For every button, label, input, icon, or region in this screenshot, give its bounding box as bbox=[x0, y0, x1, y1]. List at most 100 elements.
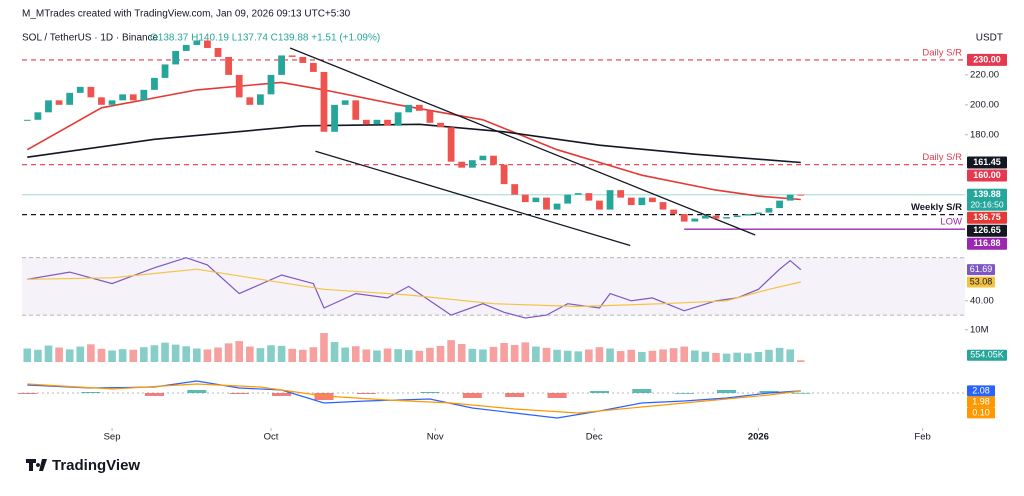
histogram-bar bbox=[632, 389, 652, 393]
volume-bar bbox=[659, 349, 667, 362]
candle bbox=[468, 160, 476, 168]
candle bbox=[34, 112, 42, 120]
candle bbox=[98, 97, 105, 105]
value-tag-label: 53.08 bbox=[970, 276, 993, 286]
histogram-bar bbox=[187, 390, 207, 393]
volume-bar bbox=[775, 347, 784, 362]
candle bbox=[235, 74, 243, 98]
x-tick-label: 2026 bbox=[748, 432, 769, 443]
volume-bar bbox=[309, 347, 318, 362]
candle bbox=[204, 40, 211, 48]
moving-average bbox=[27, 123, 801, 164]
candle bbox=[225, 56, 233, 75]
volume-bar bbox=[733, 352, 742, 362]
volume-bar bbox=[23, 348, 32, 362]
candle bbox=[659, 202, 667, 210]
volume-bar bbox=[277, 345, 286, 362]
candle bbox=[649, 197, 656, 203]
candle bbox=[627, 197, 635, 206]
volume-bar bbox=[161, 342, 169, 362]
candle bbox=[384, 119, 391, 126]
volume-bar bbox=[426, 347, 434, 362]
price-tag-label: 139.88 bbox=[973, 189, 1001, 199]
candle bbox=[437, 122, 444, 128]
volume-bar bbox=[447, 340, 455, 362]
candle bbox=[754, 212, 762, 215]
x-tick-label: Sep bbox=[104, 432, 121, 443]
volume-bar bbox=[118, 349, 127, 362]
histogram-bar bbox=[759, 391, 779, 393]
candle bbox=[596, 200, 603, 210]
candle bbox=[744, 214, 752, 216]
volume-bar bbox=[521, 342, 530, 362]
y-tick-label: 200.00 bbox=[970, 99, 999, 110]
candle bbox=[543, 197, 550, 210]
volume-bar bbox=[34, 349, 42, 362]
price-tag-label: 116.88 bbox=[973, 238, 1000, 248]
price-tag bbox=[967, 188, 1007, 211]
candle bbox=[320, 71, 328, 132]
volume-bar bbox=[65, 349, 74, 362]
candle bbox=[45, 100, 52, 113]
candle bbox=[23, 119, 31, 121]
trend-line bbox=[289, 47, 756, 236]
candle bbox=[702, 215, 709, 219]
candle bbox=[331, 104, 338, 132]
candle bbox=[765, 208, 773, 213]
price-tag-label: 126.65 bbox=[973, 225, 1001, 235]
volume-bar bbox=[193, 348, 201, 362]
volume-bar bbox=[479, 349, 487, 362]
volume-bar bbox=[638, 352, 646, 362]
price-tag bbox=[967, 224, 1007, 237]
volume-bar bbox=[203, 349, 212, 362]
volume-bar bbox=[214, 347, 222, 362]
price-tag bbox=[967, 169, 1007, 182]
volume-bar bbox=[680, 346, 689, 362]
histogram-bar bbox=[674, 393, 694, 394]
candle bbox=[776, 200, 783, 209]
volume-bar bbox=[712, 352, 720, 362]
candle bbox=[458, 161, 466, 168]
volume-bar bbox=[256, 348, 265, 362]
value-tag bbox=[967, 407, 995, 419]
candle bbox=[267, 74, 275, 95]
histogram-bar bbox=[547, 393, 567, 398]
volume-bar bbox=[394, 349, 402, 362]
volume-bar bbox=[224, 343, 233, 362]
countdown: 20:16:50 bbox=[970, 200, 1003, 210]
rsi-band bbox=[22, 257, 965, 316]
volume-bar bbox=[182, 346, 191, 362]
candle bbox=[87, 86, 95, 98]
candle bbox=[786, 194, 794, 201]
logo-mark bbox=[26, 459, 47, 471]
histogram-bar bbox=[505, 393, 525, 397]
price-tag bbox=[967, 211, 1007, 224]
candle bbox=[108, 100, 116, 105]
volume-bar bbox=[373, 350, 381, 362]
value-tag bbox=[967, 349, 1007, 361]
histogram-bar bbox=[589, 391, 609, 393]
price-tag-label: 230.00 bbox=[973, 54, 1001, 64]
candle bbox=[299, 56, 307, 63]
candle bbox=[193, 40, 201, 45]
candle bbox=[638, 197, 646, 206]
volume-bar bbox=[500, 343, 508, 362]
volume-bar bbox=[245, 346, 254, 362]
candle bbox=[617, 190, 625, 198]
volume-bar bbox=[320, 333, 328, 362]
volume-bar bbox=[76, 346, 85, 362]
symbol-title: SOL / TetherUS · 1D · Binance bbox=[22, 33, 159, 44]
volume-bar bbox=[457, 343, 466, 362]
candle bbox=[405, 104, 413, 113]
candle bbox=[288, 55, 296, 57]
candle bbox=[733, 215, 741, 218]
candle bbox=[479, 155, 487, 161]
volume-bar bbox=[436, 345, 445, 362]
volume-bar bbox=[754, 352, 763, 362]
histogram-bar bbox=[81, 392, 101, 393]
indicator-line bbox=[27, 268, 801, 308]
histogram-bar bbox=[420, 392, 440, 393]
candle bbox=[553, 203, 561, 210]
volume-bar bbox=[489, 346, 498, 362]
